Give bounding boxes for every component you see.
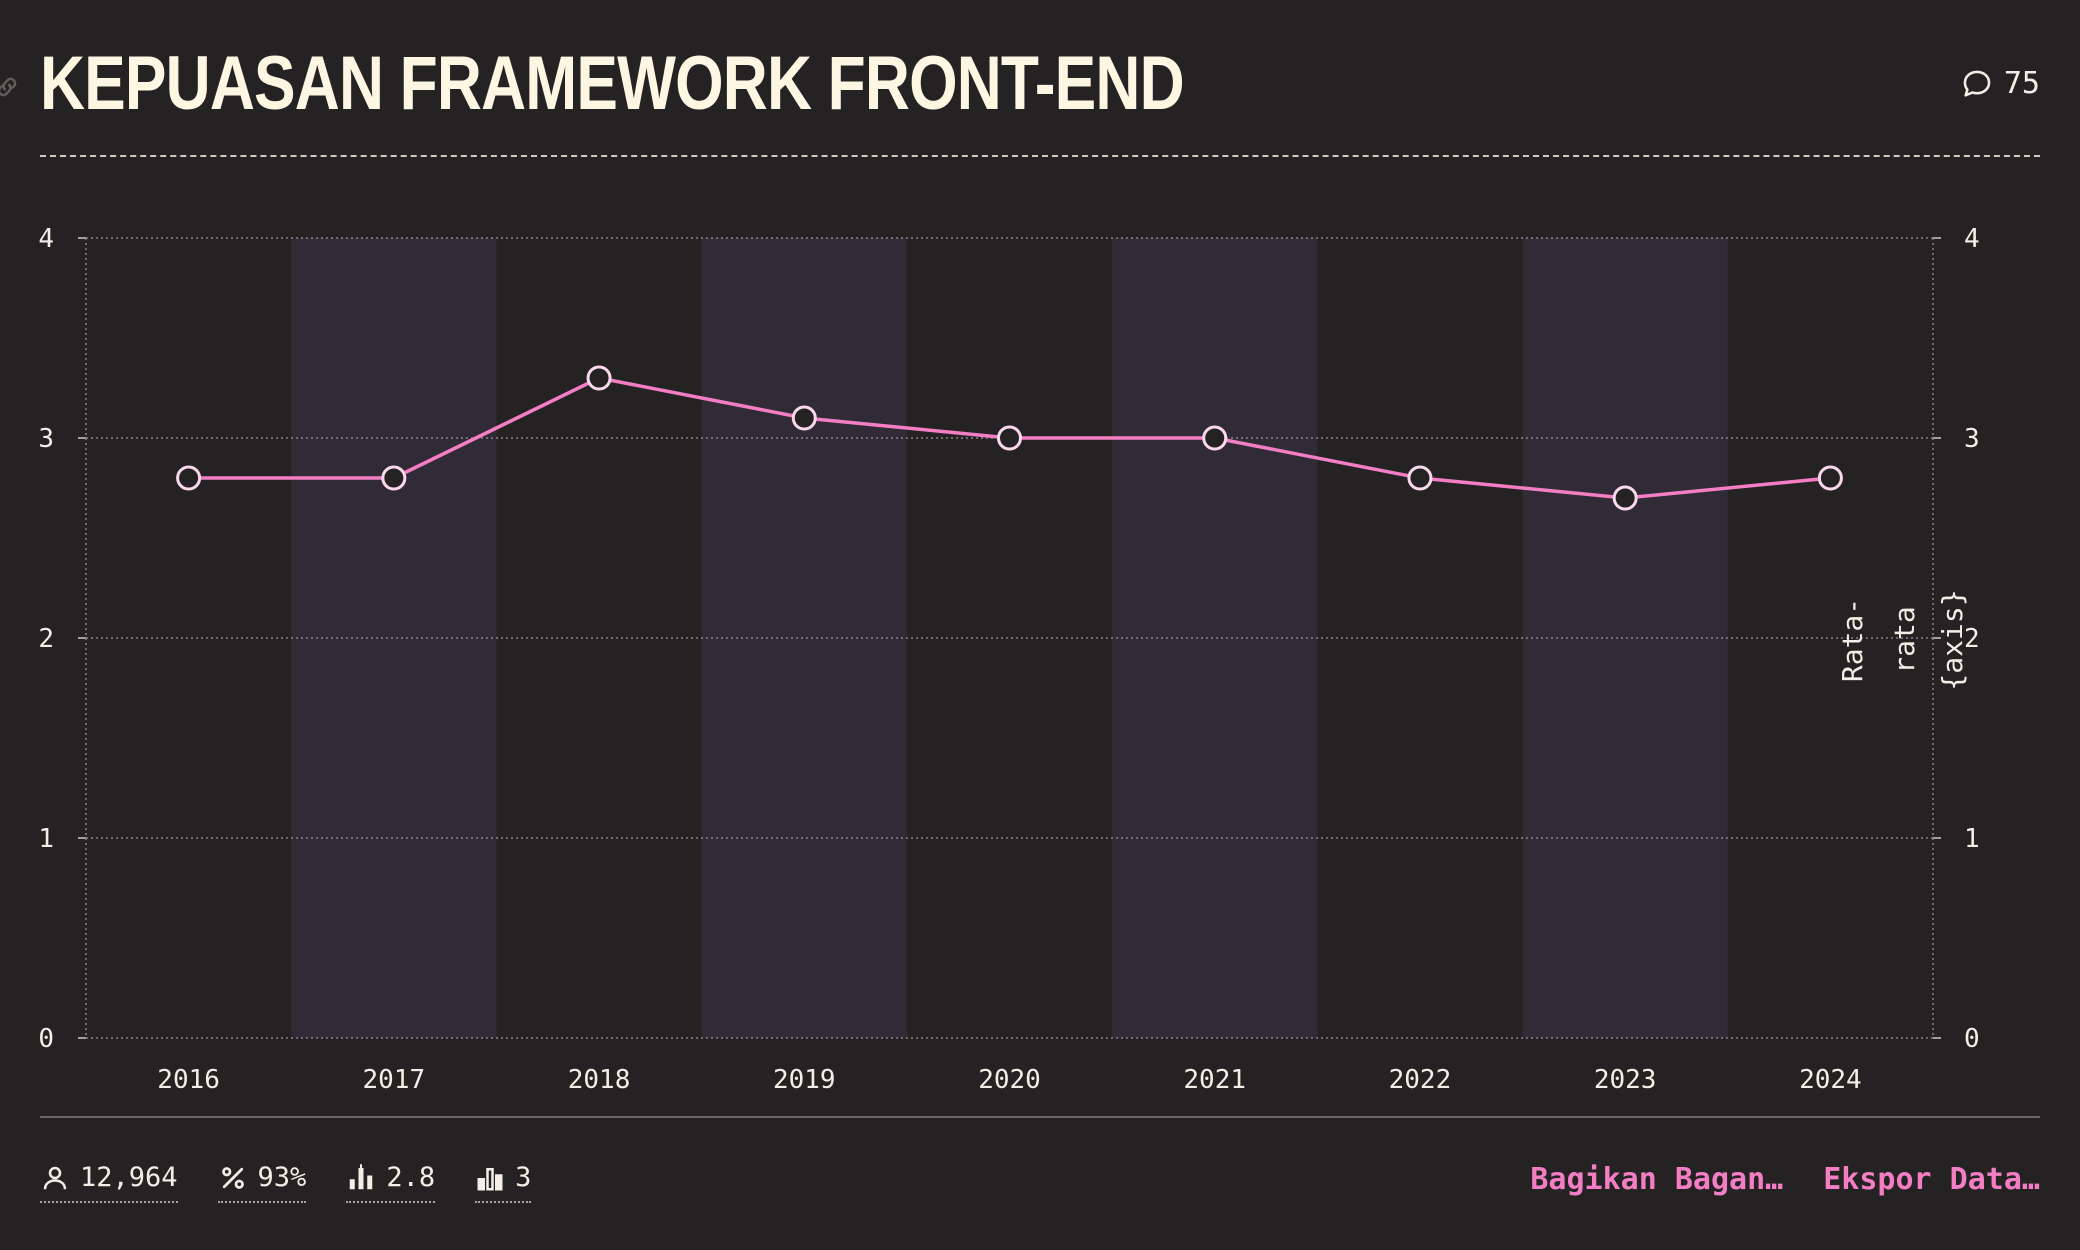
bar-chart-outline-icon (477, 1167, 503, 1190)
stat-value: 93% (257, 1162, 307, 1193)
percent-icon (221, 1166, 244, 1189)
x-tick-label: 2021 (1183, 1065, 1246, 1095)
stat-value: 2.8 (386, 1162, 436, 1193)
y-tick-label: 1 (38, 824, 54, 854)
x-tick-label: 2016 (157, 1065, 220, 1095)
x-tick-label: 2020 (978, 1065, 1041, 1095)
page-title: KEPUASAN FRAMEWORK FRONT-END (40, 41, 1185, 126)
y2-axis-title-line: rata (1888, 606, 1921, 673)
footer-divider (40, 1116, 2040, 1118)
y2-tick-label: 1 (1964, 824, 1980, 854)
data-point (1407, 465, 1433, 491)
link-icon[interactable] (0, 74, 20, 100)
y2-tick-label: 4 (1964, 224, 1980, 254)
stat-average[interactable]: 2.8 (346, 1162, 436, 1203)
line-chart: 0 0 1 1 2 2 3 3 4 4 2016 2017 2018 2019 2020 2021 2022 20… (38, 224, 1980, 1095)
y2-axis-title-line: Rata- (1836, 598, 1869, 682)
x-tick-label: 2017 (363, 1065, 426, 1095)
footer-stats: 12,964 93% 2.8 3 (40, 1162, 532, 1203)
stat-value: 12,964 (80, 1162, 178, 1193)
speech-bubble-icon (1963, 70, 1991, 97)
x-tick-label: 2019 (773, 1065, 836, 1095)
y-tick-label: 3 (38, 424, 54, 454)
data-point (1202, 425, 1228, 451)
stat-median[interactable]: 3 (475, 1162, 532, 1203)
share-chart-link[interactable]: Bagikan Bagan… (1530, 1162, 1784, 1197)
data-point (791, 405, 817, 431)
data-point (997, 425, 1022, 451)
comments-button[interactable]: 75 (1960, 66, 2040, 101)
stat-percent[interactable]: 93% (217, 1162, 307, 1203)
y2-tick-label: 3 (1964, 424, 1980, 454)
data-point (176, 465, 202, 491)
y-tick-label: 2 (38, 624, 54, 654)
x-tick-label: 2018 (568, 1065, 631, 1095)
export-data-link[interactable]: Ekspor Data… (1823, 1162, 2040, 1197)
y-tick-label: 4 (38, 224, 54, 254)
data-point (1817, 465, 1843, 491)
y2-tick-label: 0 (1964, 1024, 1980, 1054)
x-tick-label: 2024 (1799, 1065, 1862, 1095)
y-tick-label: 0 (38, 1024, 54, 1054)
y2-tick-label: 2 (1964, 624, 1980, 654)
data-point (381, 465, 407, 491)
title-divider (40, 155, 2040, 157)
data-point (1612, 485, 1638, 511)
bar-chart-icon (350, 1163, 373, 1189)
data-point (586, 365, 612, 391)
y2-axis-title-line: {axis} (1936, 589, 1969, 690)
x-tick-label: 2022 (1389, 1065, 1452, 1095)
comment-count: 75 (2003, 66, 2040, 101)
x-tick-label: 2023 (1594, 1065, 1657, 1095)
stat-value: 3 (515, 1162, 532, 1193)
person-icon (43, 1166, 67, 1189)
stat-respondents[interactable]: 12,964 (40, 1162, 178, 1203)
footer-actions: Bagikan Bagan… Ekspor Data… (1530, 1162, 2040, 1197)
